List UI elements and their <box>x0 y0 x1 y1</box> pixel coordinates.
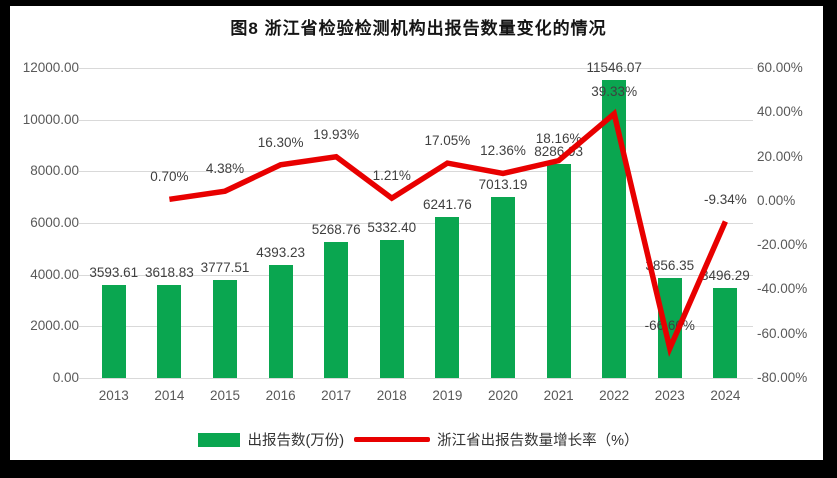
bar-2024 <box>713 287 738 378</box>
bar-value-label-2019: 6241.76 <box>422 196 472 212</box>
y2-axis-tick-label: 0.00% <box>757 192 796 208</box>
x-axis-label-2022: 2022 <box>599 388 630 403</box>
bar-value-label-2016: 4393.23 <box>256 244 305 260</box>
legend-item-line: 浙江省出报告数量增长率（%） <box>354 429 639 450</box>
bar-value-label-2013: 3593.61 <box>89 265 139 281</box>
y-axis-tick-label: 4000.00 <box>30 266 79 282</box>
bar-2021 <box>546 163 571 378</box>
growth-label-2017: 19.93% <box>313 126 360 142</box>
bar-value-label-2015: 3777.51 <box>200 260 250 276</box>
x-axis-label-2015: 2015 <box>209 388 241 403</box>
bar-2015 <box>213 280 237 378</box>
bar-2017 <box>324 241 349 378</box>
gridline <box>79 378 753 379</box>
bar-value-label-2018: 5332.40 <box>367 220 417 236</box>
x-axis-label-2024: 2024 <box>710 388 741 403</box>
gridline <box>79 119 753 121</box>
bar-value-label-2024: 3496.29 <box>700 267 750 283</box>
legend-item-bars: 出报告数(万份) <box>198 429 344 450</box>
x-axis-label-2013: 2013 <box>98 388 129 403</box>
bar-2013 <box>101 285 126 378</box>
x-axis-label-2017: 2017 <box>321 388 352 403</box>
growth-label-2024: -9.34% <box>704 191 747 207</box>
line-series-label: 浙江省出报告数量增长率（%） <box>437 433 639 449</box>
y-axis-tick-label: 12000.00 <box>22 60 79 75</box>
y-axis-tick-label: 8000.00 <box>30 163 79 179</box>
x-axis-label-2018: 2018 <box>376 388 407 403</box>
y2-axis-tick-label: 20.00% <box>757 148 803 164</box>
x-axis-label-2021: 2021 <box>543 388 574 403</box>
y-axis-tick-label: 0.00 <box>52 370 79 385</box>
growth-label-2018: 1.21% <box>372 168 411 184</box>
bar-series-label: 出报告数(万份) <box>247 433 345 449</box>
bar-2022 <box>602 79 627 378</box>
growth-label-2022: 39.33% <box>591 83 638 99</box>
y-axis-tick-label: 6000.00 <box>30 215 79 230</box>
bar-value-label-2020: 7013.19 <box>478 176 528 192</box>
x-axis-label-2020: 2020 <box>487 388 519 403</box>
gridline <box>79 68 753 69</box>
y2-axis-tick-label: -80.00% <box>757 370 808 385</box>
y2-axis-tick-label: -40.00% <box>757 281 808 297</box>
bar-2018 <box>379 240 404 378</box>
x-axis-label-2019: 2019 <box>432 388 463 403</box>
line-series-swatch <box>354 437 431 442</box>
growth-label-2015: 4.38% <box>205 161 245 177</box>
legend: 出报告数(万份) 浙江省出报告数量增长率（%） <box>0 429 837 450</box>
bar-series-swatch <box>198 432 241 447</box>
bar-2020 <box>491 196 515 378</box>
x-axis-label-2023: 2023 <box>654 388 685 403</box>
bar-2016 <box>268 264 293 378</box>
chart-title: 图8 浙江省检验检测机构出报告数量变化的情况 <box>230 19 607 38</box>
bar-2019 <box>435 216 460 378</box>
y2-axis-tick-label: 60.00% <box>757 60 803 75</box>
y-axis-tick-label: 2000.00 <box>30 318 79 334</box>
y2-axis-tick-label: 40.00% <box>757 104 803 120</box>
bar-2014 <box>157 284 182 378</box>
x-axis-label-2016: 2016 <box>265 388 296 403</box>
y2-axis-tick-label: -20.00% <box>757 237 808 253</box>
growth-label-2023: -66.60% <box>644 318 695 334</box>
bar-value-label-2022: 11546.07 <box>586 59 642 75</box>
growth-label-2021: 18.16% <box>535 130 582 146</box>
x-axis-label-2014: 2014 <box>154 388 185 403</box>
y2-axis-tick-label: -60.00% <box>757 325 808 341</box>
y-axis-tick-label: 10000.00 <box>22 111 79 127</box>
growth-label-2020: 12.36% <box>480 143 526 159</box>
